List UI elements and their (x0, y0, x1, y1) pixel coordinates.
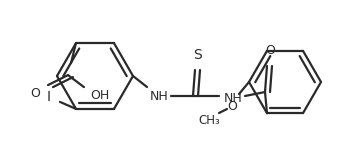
Text: O: O (265, 45, 275, 58)
Text: NH: NH (224, 91, 242, 104)
Text: NH: NH (150, 89, 168, 103)
Text: I: I (47, 90, 51, 104)
Text: OH: OH (90, 89, 110, 102)
Text: S: S (194, 48, 202, 62)
Text: O: O (30, 87, 40, 100)
Text: O: O (227, 100, 237, 112)
Text: CH₃: CH₃ (198, 115, 220, 128)
